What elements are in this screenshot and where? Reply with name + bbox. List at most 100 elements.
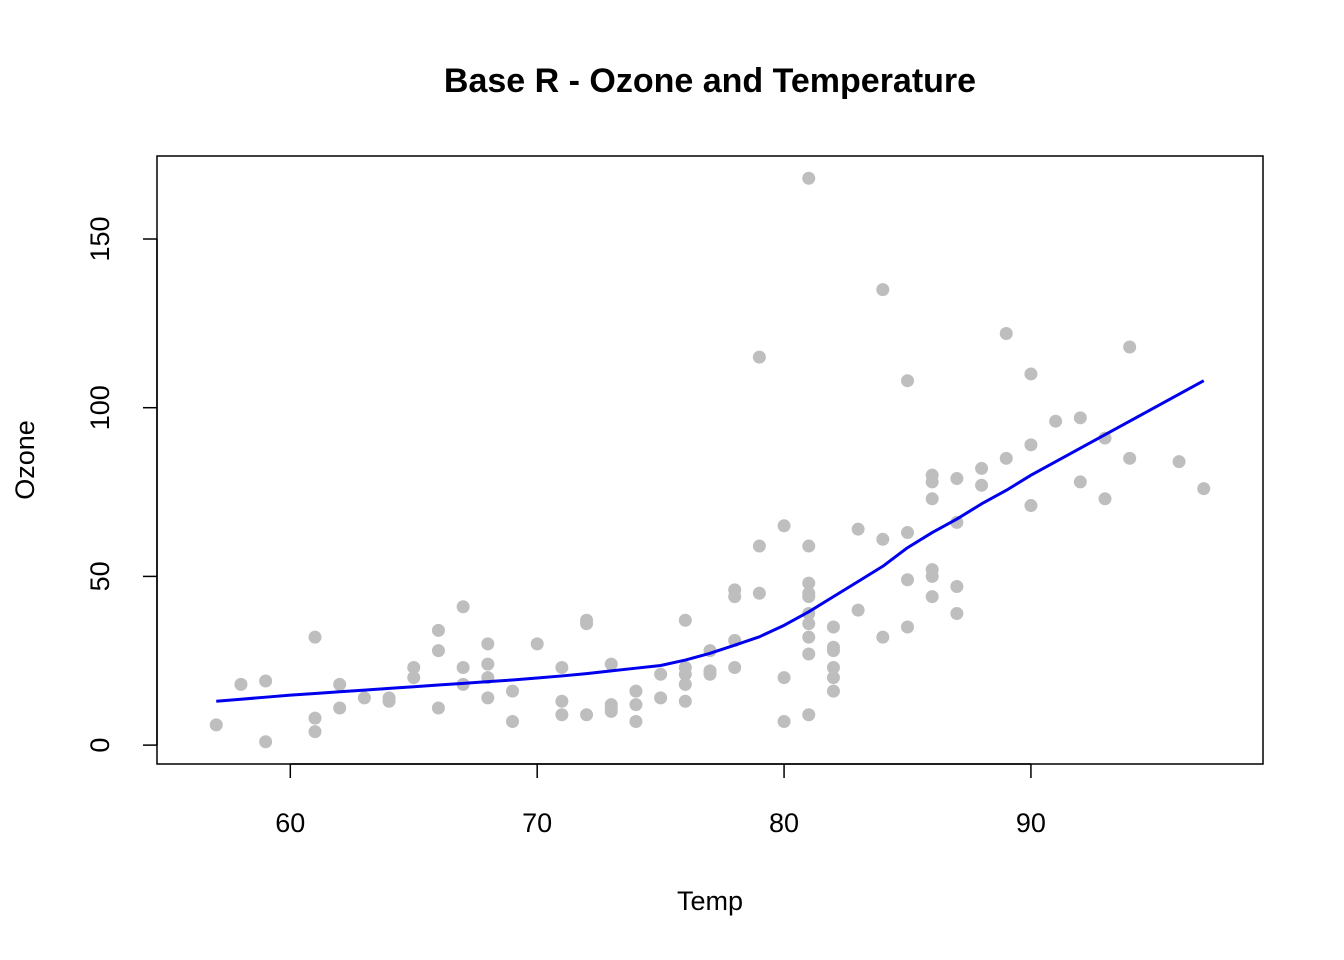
data-point: [826, 671, 840, 685]
data-point: [431, 623, 445, 637]
data-point: [530, 637, 544, 651]
data-point: [925, 492, 939, 506]
data-point: [555, 661, 569, 675]
data-point: [209, 718, 223, 732]
data-point: [752, 350, 766, 364]
data-point: [802, 576, 816, 590]
y-axis: 0 50 100 150: [85, 216, 158, 753]
data-point: [925, 590, 939, 604]
trend-line-layer: [216, 379, 1205, 703]
data-point: [308, 630, 322, 644]
data-point: [629, 714, 643, 728]
data-point: [431, 644, 445, 658]
data-point: [456, 661, 470, 675]
data-point: [654, 667, 668, 681]
data-point: [308, 725, 322, 739]
data-point: [901, 374, 914, 388]
data-point: [950, 580, 964, 594]
y-axis-label: Ozone: [10, 420, 40, 500]
data-point: [1172, 455, 1186, 469]
y-tick-label: 100: [85, 385, 115, 430]
data-point: [1098, 492, 1112, 506]
data-point: [1123, 340, 1137, 354]
data-point: [777, 671, 791, 685]
data-point: [752, 539, 766, 553]
x-axis-label: Temp: [677, 886, 743, 916]
data-point: [629, 698, 643, 712]
data-point: [851, 522, 865, 536]
x-tick-label: 90: [1016, 808, 1046, 838]
data-point: [703, 667, 717, 681]
data-point: [826, 644, 840, 658]
data-point: [826, 684, 840, 698]
data-point: [999, 451, 1013, 465]
data-point: [901, 573, 914, 587]
data-point: [1024, 438, 1038, 452]
data-point: [802, 617, 816, 631]
data-point: [876, 532, 890, 546]
data-point: [580, 617, 594, 631]
data-point: [728, 590, 742, 604]
data-point: [506, 714, 519, 728]
data-point: [1197, 482, 1211, 496]
data-point: [975, 461, 989, 475]
data-point: [802, 171, 816, 185]
data-point: [777, 714, 791, 728]
data-point: [555, 708, 569, 722]
data-point: [999, 326, 1013, 340]
data-point: [357, 691, 371, 705]
data-point: [950, 607, 964, 621]
data-point: [555, 694, 569, 708]
data-point: [481, 657, 495, 671]
data-point: [802, 708, 816, 722]
y-tick-label: 0: [85, 738, 115, 753]
data-point: [752, 586, 766, 600]
data-point: [925, 475, 939, 489]
data-point: [802, 630, 816, 644]
data-point: [826, 620, 840, 634]
data-point: [333, 701, 347, 715]
data-point: [604, 657, 618, 671]
x-tick-label: 70: [522, 808, 552, 838]
data-point: [629, 684, 643, 698]
scatter-points: [209, 171, 1211, 749]
data-point: [901, 526, 914, 540]
data-point: [802, 647, 816, 661]
y-tick-label: 50: [85, 561, 115, 591]
data-point: [604, 704, 618, 718]
data-point: [901, 620, 914, 634]
data-point: [1049, 414, 1063, 428]
data-point: [1073, 475, 1087, 489]
data-point: [481, 637, 495, 651]
data-point: [1123, 451, 1137, 465]
y-tick-label: 150: [85, 216, 115, 261]
data-point: [826, 661, 840, 675]
data-point: [876, 283, 890, 297]
data-point: [950, 472, 964, 486]
data-point: [876, 630, 890, 644]
data-point: [678, 677, 692, 691]
data-point: [382, 694, 396, 708]
x-tick-label: 80: [769, 808, 799, 838]
x-axis: 60 70 80 90: [275, 763, 1046, 838]
x-tick-label: 60: [275, 808, 305, 838]
data-point: [678, 694, 692, 708]
data-point: [481, 691, 495, 705]
data-point: [1073, 411, 1087, 425]
data-point: [678, 667, 692, 681]
data-point: [456, 600, 470, 614]
data-point: [259, 735, 273, 749]
data-point: [431, 701, 445, 715]
data-point: [407, 661, 421, 675]
trend-line: [216, 379, 1205, 703]
data-point: [506, 684, 519, 698]
data-point: [333, 677, 347, 691]
data-point: [802, 590, 816, 604]
data-point: [728, 661, 742, 675]
data-point: [802, 539, 816, 553]
chart-title: Base R - Ozone and Temperature: [444, 62, 976, 100]
data-point: [308, 711, 322, 725]
data-point: [678, 613, 692, 627]
data-point: [234, 677, 248, 691]
